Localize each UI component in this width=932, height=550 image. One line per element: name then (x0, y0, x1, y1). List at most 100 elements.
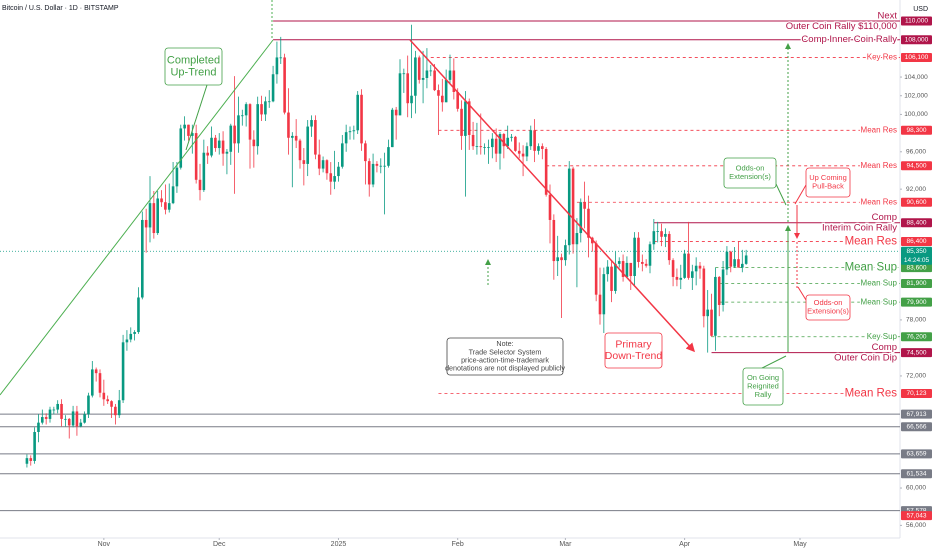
price-label: 94,500 (907, 163, 927, 170)
candle-body (256, 104, 259, 147)
candle-body (398, 73, 402, 116)
price-label-box (901, 278, 932, 288)
price-label-box (901, 332, 932, 342)
candle-body (102, 392, 106, 400)
candle-body (648, 244, 652, 266)
price-label-box (901, 388, 932, 398)
price-label-box (901, 511, 932, 521)
candle-body (644, 263, 648, 266)
candle-body (391, 109, 394, 148)
candle-body (148, 203, 152, 228)
callout-pointer (775, 183, 787, 206)
candle-body (660, 231, 663, 237)
y-tick-label: 102,000 (904, 92, 928, 99)
candle-body (494, 138, 498, 154)
level-text: Key Res (867, 53, 897, 62)
candle-body (633, 237, 636, 277)
candle-body (121, 342, 125, 401)
candle-body (571, 168, 575, 245)
price-label: 98,300 (907, 127, 927, 134)
candle-body (91, 369, 94, 396)
candle-body (556, 257, 559, 262)
callout-pointer (185, 84, 208, 151)
candle-body (341, 143, 344, 167)
callout-text: Primary (615, 339, 652, 351)
candle-body (560, 257, 563, 261)
candle-body (60, 403, 63, 419)
candle-body (641, 261, 644, 264)
callout-pointer (794, 184, 807, 205)
candle-body (667, 233, 671, 261)
callout-text: Rally (755, 390, 772, 399)
candle-body (664, 233, 667, 237)
price-label: 110,000 (905, 18, 928, 25)
level-text: Mean Sup (845, 262, 897, 274)
candle-body (241, 115, 244, 117)
candle-body (421, 77, 425, 80)
candle-body (621, 261, 625, 277)
candle-body (483, 147, 486, 148)
candle-body (337, 166, 340, 177)
price-label: 83,600 (907, 264, 927, 271)
price-label-box (901, 125, 932, 135)
last-price-label: 85,350 (907, 248, 927, 255)
axes: Nov Dec 2025 Feb Mar Apr May 104,000 102,000 100,… (98, 16, 932, 548)
candle-body (375, 163, 379, 166)
callout-text: price-action-time-trademark (461, 356, 549, 365)
candle-body (525, 146, 529, 157)
candle-body (56, 403, 59, 410)
candle-body (41, 417, 44, 423)
callout-box (604, 332, 663, 369)
candle-body (67, 418, 71, 426)
callout-text: denotations are not displayed publicly (445, 364, 565, 373)
level-text: Mean Sup (861, 297, 898, 306)
candle-body (360, 94, 363, 144)
candle-body (744, 255, 748, 264)
candle-body (356, 94, 359, 131)
callout-text: Up Coming (809, 173, 847, 182)
level-text: Mean Res (861, 161, 897, 170)
price-label-box (901, 422, 932, 432)
candle-body (321, 160, 325, 169)
candle-body (141, 219, 144, 298)
candle-body (583, 202, 586, 209)
candle-body (475, 146, 479, 147)
callout-text: Up-Trend (170, 66, 216, 78)
candle-body (179, 128, 183, 168)
x-tick-label: 2025 (331, 541, 347, 548)
candle-body (671, 260, 675, 277)
candle-body (529, 130, 533, 147)
candle-body (237, 115, 240, 144)
candle-body (471, 134, 475, 147)
candle-body (694, 265, 698, 272)
candle-body (52, 409, 56, 411)
callout-text: Trade Selector System (469, 347, 542, 356)
candle-body (506, 137, 509, 147)
candle-body (410, 95, 413, 104)
price-label-box (901, 218, 932, 228)
callout-text: Odds-on (814, 298, 843, 307)
candle-body (487, 147, 490, 148)
candle-body (406, 73, 409, 104)
candle-body (652, 231, 656, 245)
candle-body (602, 274, 606, 315)
y-tick-label: 72,000 (906, 373, 926, 380)
level-text: Interim Coin Rally (822, 223, 897, 234)
candle-body (448, 70, 452, 80)
price-label: 74,500 (907, 349, 927, 356)
candle-body (637, 237, 640, 262)
candle-body (656, 231, 659, 232)
price-label: 63,659 (907, 451, 927, 458)
candle-body (221, 140, 225, 154)
candle-body (537, 146, 540, 151)
x-tick-label: May (793, 541, 807, 548)
candle-body (94, 369, 98, 374)
candle-body (210, 137, 213, 156)
candle-body (83, 414, 86, 423)
candle-body (383, 165, 386, 167)
candle-body (244, 104, 248, 116)
candle-body (733, 259, 736, 267)
candle-body (160, 198, 163, 203)
candle-body (225, 151, 229, 154)
